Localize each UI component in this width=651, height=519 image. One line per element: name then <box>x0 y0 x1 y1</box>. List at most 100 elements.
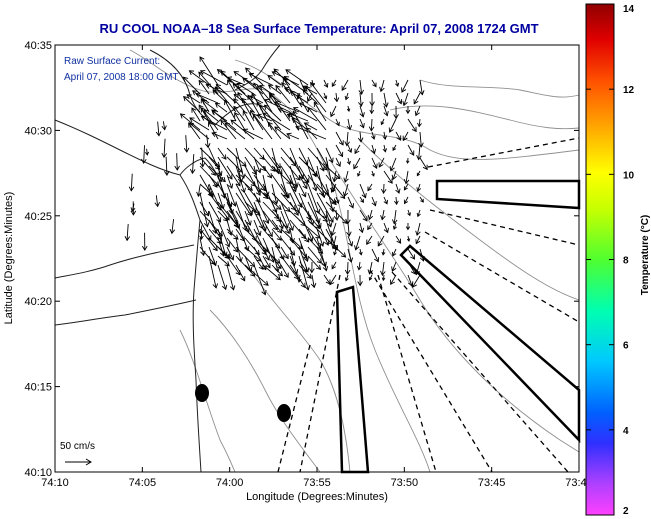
current-vector <box>298 174 308 190</box>
current-vector <box>369 92 375 107</box>
contour-line <box>419 79 580 98</box>
current-vector <box>230 119 255 140</box>
current-vector <box>208 121 219 140</box>
current-vector <box>235 228 245 242</box>
current-vector <box>366 235 373 245</box>
current-vector <box>199 192 210 228</box>
current-vector <box>391 209 398 225</box>
current-vector <box>343 170 349 183</box>
current-vector <box>208 174 218 188</box>
current-vector <box>344 131 350 147</box>
current-vector <box>416 209 421 218</box>
contour-line <box>329 159 580 453</box>
current-vector <box>174 153 180 171</box>
current-vector <box>201 99 219 113</box>
current-vector <box>394 196 399 206</box>
current-vector <box>382 144 388 153</box>
current-vector <box>303 122 318 131</box>
dashed-line <box>424 231 580 323</box>
current-vector <box>359 105 365 118</box>
current-vector <box>401 79 409 93</box>
current-vector <box>289 192 300 213</box>
current-vector <box>325 183 335 213</box>
current-vector <box>161 138 168 159</box>
colorbar-tick-label: 10 <box>623 170 635 181</box>
current-vector <box>416 170 421 177</box>
current-vector <box>226 174 234 189</box>
current-vector <box>292 110 309 140</box>
current-vector <box>207 184 212 192</box>
current-vector <box>253 255 264 271</box>
current-vector <box>353 157 361 170</box>
current-vector <box>220 70 246 95</box>
current-vector <box>226 264 236 291</box>
x-tick-label: 73:45 <box>478 477 506 489</box>
current-vector <box>316 210 328 223</box>
current-vector <box>183 96 201 113</box>
current-vector <box>211 109 237 131</box>
y-axis-label: Latitude (Degrees:Minutes) <box>3 192 15 325</box>
coastline <box>149 49 261 126</box>
current-vector <box>124 223 131 242</box>
current-vector <box>371 196 377 207</box>
current-vector <box>344 274 349 282</box>
current-vector <box>235 219 250 252</box>
current-vector <box>416 144 422 161</box>
current-vector <box>395 131 402 141</box>
current-vector <box>335 131 344 146</box>
current-vector <box>380 261 386 277</box>
current-vector <box>371 170 375 177</box>
current-vector <box>280 264 289 279</box>
current-vector <box>235 264 246 282</box>
current-vector <box>330 183 337 193</box>
current-vector <box>226 228 239 240</box>
current-vector <box>224 99 237 122</box>
current-vector <box>199 183 214 196</box>
current-vector <box>395 92 403 105</box>
contour-line <box>249 269 351 473</box>
current-vector <box>217 264 228 291</box>
current-vector <box>347 144 353 154</box>
current-vector <box>217 147 227 160</box>
current-vector <box>224 122 246 140</box>
current-vector <box>271 201 284 230</box>
current-vector <box>417 118 422 128</box>
current-vector <box>130 203 136 213</box>
current-vector <box>217 174 227 199</box>
current-vector <box>306 92 313 103</box>
current-vector <box>198 225 204 235</box>
current-vector <box>299 79 306 93</box>
current-vector <box>208 255 219 289</box>
current-vector <box>389 157 397 172</box>
current-vector <box>346 222 352 237</box>
current-vector <box>316 228 325 247</box>
current-vector <box>307 165 318 192</box>
current-vector <box>331 79 337 88</box>
current-vector <box>346 105 351 113</box>
current-vector <box>346 118 353 131</box>
current-vector <box>332 170 338 183</box>
current-vector <box>244 183 261 203</box>
current-vector <box>381 248 386 256</box>
current-vector <box>419 157 428 171</box>
current-vector <box>253 210 264 230</box>
current-vector <box>354 144 361 155</box>
current-vector <box>418 79 425 96</box>
current-vector <box>393 105 399 120</box>
current-vector <box>307 255 322 271</box>
x-tick-label: 73:50 <box>391 477 419 489</box>
current-vector <box>357 274 363 287</box>
current-vector <box>325 210 333 228</box>
annotation-line-2: April 07, 2008 18:00 GMT <box>64 72 179 83</box>
current-vector <box>271 183 279 205</box>
coastline <box>54 119 202 473</box>
current-vector <box>309 261 315 274</box>
current-vector <box>214 102 228 113</box>
current-vector <box>405 222 411 231</box>
current-vector <box>292 107 318 122</box>
x-tick-label: 73:55 <box>303 477 331 489</box>
current-vector <box>242 110 255 131</box>
current-vector <box>329 274 337 286</box>
current-vector <box>418 131 424 148</box>
current-vector <box>256 85 273 104</box>
